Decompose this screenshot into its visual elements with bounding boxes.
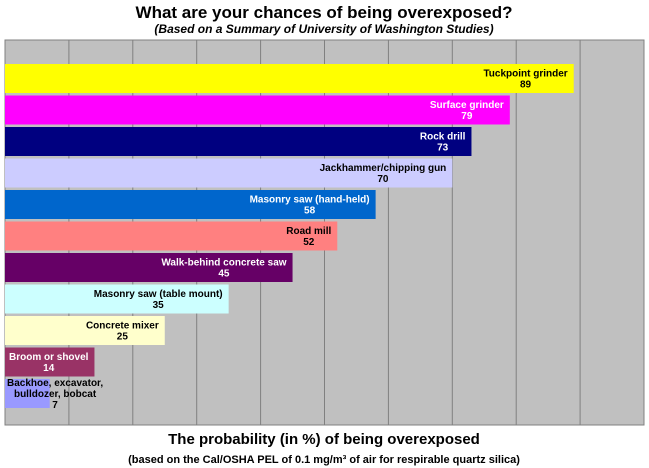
value-label: 58 bbox=[304, 206, 316, 217]
bar bbox=[5, 347, 95, 377]
value-label: 89 bbox=[520, 80, 532, 91]
bar-category-label: Concrete mixer bbox=[86, 321, 159, 332]
value-label: 25 bbox=[117, 332, 129, 343]
bar-category-label: Masonry saw (table mount) bbox=[94, 289, 223, 300]
bar bbox=[5, 127, 472, 156]
value-label: 7 bbox=[52, 400, 58, 411]
bar-category-label: Masonry saw (hand-held) bbox=[250, 195, 370, 206]
bar bbox=[5, 284, 229, 314]
bar-category-label: Surface grinder bbox=[430, 100, 504, 111]
bar bbox=[5, 379, 50, 408]
value-label: 35 bbox=[153, 300, 165, 311]
value-label: 45 bbox=[218, 269, 230, 280]
label-line: Backhoe, excavator, bbox=[7, 378, 103, 389]
bar bbox=[5, 64, 574, 93]
value-label: 52 bbox=[303, 237, 315, 248]
bar-category-label: Walk-behind concrete saw bbox=[161, 258, 286, 269]
label-line: bulldozer, bobcat bbox=[14, 389, 97, 400]
bar bbox=[5, 95, 510, 125]
chart-title: What are your chances of being overexpos… bbox=[136, 3, 513, 22]
value-label: 70 bbox=[377, 174, 389, 185]
bar bbox=[5, 221, 338, 251]
bar-category-label: Backhoe, excavator, bulldozer, bobcat bbox=[7, 378, 103, 400]
bar-category-label: Road mill bbox=[286, 226, 331, 237]
bar-category-label: Broom or shovel bbox=[9, 352, 89, 363]
value-label: 79 bbox=[461, 111, 473, 122]
bar bbox=[5, 190, 376, 219]
value-label: 73 bbox=[437, 143, 449, 154]
bar-category-label: Jackhammer/chipping gun bbox=[320, 163, 447, 174]
x-axis-title: The probability (in %) of being overexpo… bbox=[168, 431, 480, 448]
bar bbox=[5, 158, 453, 188]
chart-subtitle: (Based on a Summary of University of Was… bbox=[154, 22, 493, 36]
bar-category-label: Rock drill bbox=[420, 132, 466, 143]
bar bbox=[5, 316, 165, 345]
value-label: 14 bbox=[43, 363, 55, 374]
bar bbox=[5, 253, 293, 282]
axis-note: (based on the Cal/OSHA PEL of 0.1 mg/m³ … bbox=[128, 454, 520, 466]
bar-category-label: Tuckpoint grinder bbox=[483, 69, 567, 80]
